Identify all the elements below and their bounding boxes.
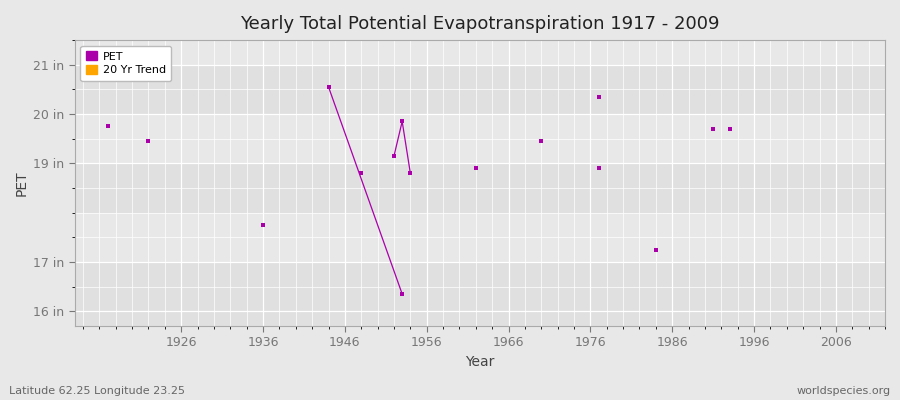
Point (141, 138, 156, 144)
Point (354, 170, 368, 176)
Point (256, 222, 270, 228)
Point (706, 126, 720, 132)
Point (101, 123, 115, 130)
Text: Latitude 62.25 Longitude 23.25: Latitude 62.25 Longitude 23.25 (9, 386, 185, 396)
Point (649, 246, 663, 253)
Point (395, 118, 410, 125)
Point (534, 138, 548, 144)
Point (591, 165, 606, 172)
Bar (75, 163, 885, 213)
Bar (75, 65, 885, 114)
Bar (75, 262, 885, 326)
Legend: PET, 20 Yr Trend: PET, 20 Yr Trend (80, 46, 171, 81)
Point (723, 126, 737, 132)
X-axis label: Year: Year (465, 355, 495, 369)
Bar (75, 114, 885, 163)
Text: worldspecies.org: worldspecies.org (796, 386, 891, 396)
Point (395, 291, 410, 297)
Title: Yearly Total Potential Evapotranspiration 1917 - 2009: Yearly Total Potential Evapotranspiratio… (240, 15, 720, 33)
Bar (75, 213, 885, 262)
Point (387, 153, 401, 159)
Y-axis label: PET: PET (15, 170, 29, 196)
Point (321, 84, 336, 90)
Point (469, 165, 483, 172)
Bar (75, 40, 885, 65)
Point (591, 94, 606, 100)
Point (403, 170, 418, 176)
